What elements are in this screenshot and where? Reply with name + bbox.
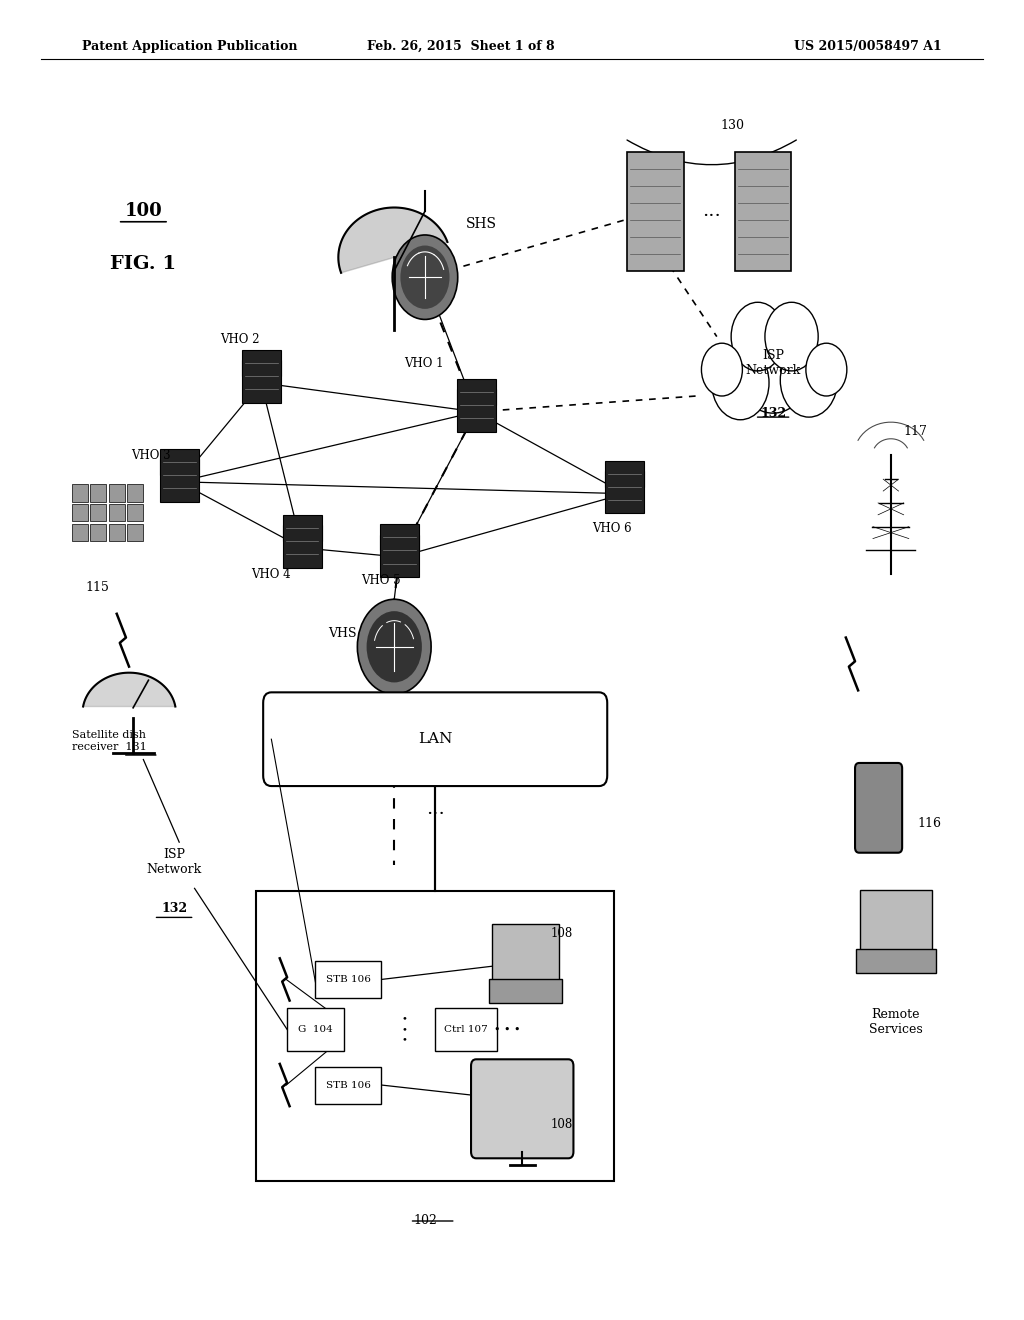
Text: Remote
Services: Remote Services [869,1008,923,1036]
Text: G  104: G 104 [298,1026,333,1034]
Text: STB 106: STB 106 [326,975,371,983]
Polygon shape [72,524,88,541]
FancyBboxPatch shape [380,535,419,550]
FancyBboxPatch shape [287,1008,343,1051]
Polygon shape [72,504,88,521]
FancyBboxPatch shape [315,1067,381,1104]
Polygon shape [109,484,125,502]
FancyBboxPatch shape [605,461,644,513]
FancyBboxPatch shape [283,515,322,568]
FancyBboxPatch shape [283,525,322,541]
Circle shape [367,611,422,682]
Circle shape [712,346,769,420]
Text: • • •: • • • [494,1024,520,1035]
Polygon shape [90,484,106,502]
Text: Ctrl 107: Ctrl 107 [444,1026,487,1034]
Text: 100: 100 [125,202,162,220]
Text: ...: ... [426,800,444,817]
Circle shape [701,343,742,396]
Circle shape [392,235,458,319]
Circle shape [400,246,450,309]
Text: US 2015/0058497 A1: US 2015/0058497 A1 [795,40,942,53]
Polygon shape [127,484,143,502]
Text: 116: 116 [918,817,941,830]
Circle shape [734,313,812,413]
Text: Patent Application Publication: Patent Application Publication [82,40,297,53]
Polygon shape [83,673,175,706]
Polygon shape [72,484,88,502]
Text: 108: 108 [551,927,573,940]
Text: 108: 108 [551,1118,573,1131]
Circle shape [357,599,431,694]
FancyBboxPatch shape [855,763,902,853]
Text: FIG. 1: FIG. 1 [111,255,176,273]
Polygon shape [127,524,143,541]
FancyBboxPatch shape [263,692,607,787]
Polygon shape [90,524,106,541]
Text: ...: ... [702,202,721,220]
FancyBboxPatch shape [457,379,496,432]
Polygon shape [338,207,447,273]
Text: VHO 4: VHO 4 [251,568,291,581]
Text: SHS: SHS [466,218,497,231]
Text: VHO 3: VHO 3 [131,449,171,462]
FancyBboxPatch shape [160,449,199,502]
Text: 132: 132 [760,407,786,420]
Text: 117: 117 [903,425,927,438]
Text: •
•
•: • • • [401,1015,408,1044]
Text: VHO 6: VHO 6 [592,521,632,535]
Text: ISP
Network: ISP Network [745,348,801,378]
Text: 132: 132 [161,902,187,915]
Circle shape [765,302,818,371]
Text: VHS: VHS [328,627,356,640]
Circle shape [806,343,847,396]
FancyBboxPatch shape [860,890,932,953]
Text: STB 106: STB 106 [326,1081,371,1089]
FancyBboxPatch shape [160,459,199,475]
Polygon shape [127,504,143,521]
FancyBboxPatch shape [435,1008,497,1051]
FancyBboxPatch shape [493,924,559,983]
FancyBboxPatch shape [457,389,496,405]
FancyBboxPatch shape [315,961,381,998]
FancyBboxPatch shape [735,152,792,271]
FancyBboxPatch shape [627,152,684,271]
Circle shape [731,302,784,371]
FancyBboxPatch shape [242,350,281,403]
FancyBboxPatch shape [380,524,419,577]
FancyBboxPatch shape [256,891,614,1181]
FancyBboxPatch shape [856,949,936,973]
FancyBboxPatch shape [471,1059,573,1159]
Text: LAN: LAN [418,733,453,746]
Text: VHO 2: VHO 2 [220,333,260,346]
Text: 130: 130 [720,119,744,132]
Text: 102: 102 [413,1214,437,1228]
FancyBboxPatch shape [242,360,281,376]
FancyBboxPatch shape [489,979,561,1003]
FancyBboxPatch shape [605,471,644,487]
Text: ISP
Network: ISP Network [146,847,202,876]
Text: Satellite dish
receiver  131: Satellite dish receiver 131 [72,730,146,751]
Text: VHO 1: VHO 1 [404,356,444,370]
Polygon shape [109,504,125,521]
Text: Feb. 26, 2015  Sheet 1 of 8: Feb. 26, 2015 Sheet 1 of 8 [367,40,555,53]
Polygon shape [109,524,125,541]
Text: VHO 5: VHO 5 [361,574,401,587]
Polygon shape [90,504,106,521]
Circle shape [780,343,838,417]
Text: 115: 115 [85,581,110,594]
